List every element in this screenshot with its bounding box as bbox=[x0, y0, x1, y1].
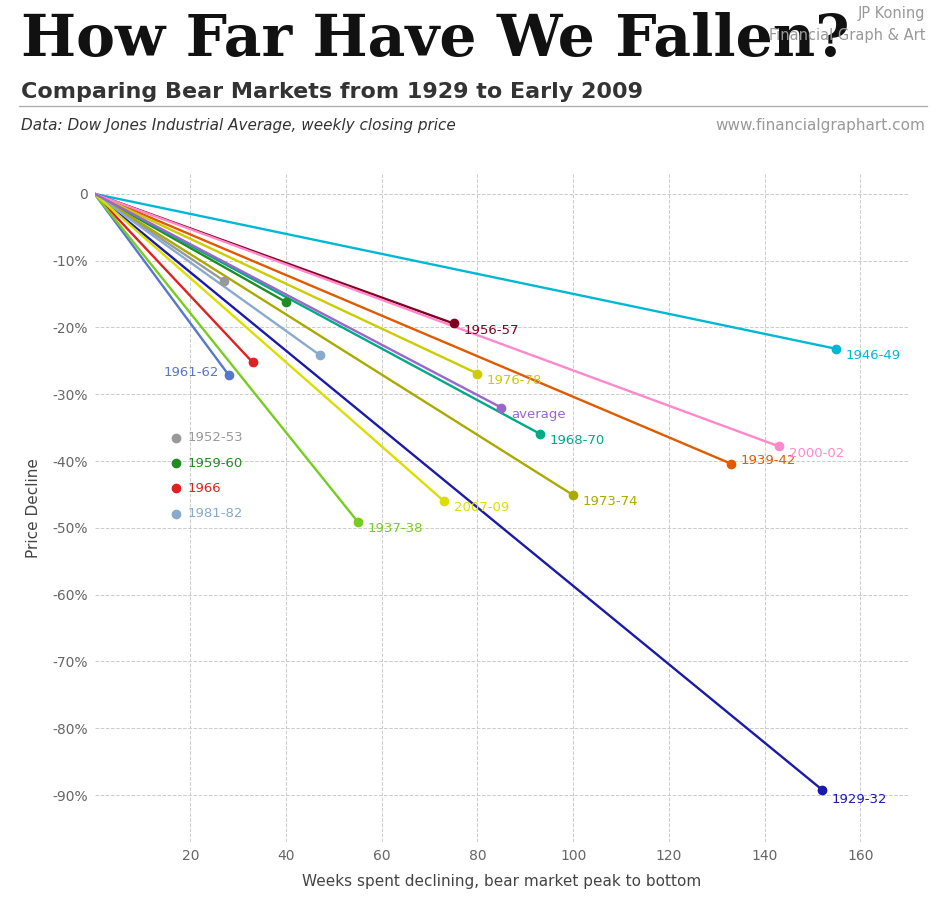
Text: 2000-02: 2000-02 bbox=[789, 447, 844, 459]
Text: 1961-62: 1961-62 bbox=[164, 366, 219, 380]
Text: How Far Have We Fallen?: How Far Have We Fallen? bbox=[21, 12, 850, 68]
X-axis label: Weeks spent declining, bear market peak to bottom: Weeks spent declining, bear market peak … bbox=[302, 874, 701, 888]
Text: 1981-82: 1981-82 bbox=[188, 507, 243, 521]
Text: Comparing Bear Markets from 1929 to Early 2009: Comparing Bear Markets from 1929 to Earl… bbox=[21, 81, 643, 102]
Text: 1976-78: 1976-78 bbox=[487, 373, 542, 387]
Text: Data: Dow Jones Industrial Average, weekly closing price: Data: Dow Jones Industrial Average, week… bbox=[21, 118, 456, 133]
Text: www.financialgraphart.com: www.financialgraphart.com bbox=[715, 118, 925, 133]
Text: 1968-70: 1968-70 bbox=[550, 434, 604, 447]
Text: 1946-49: 1946-49 bbox=[846, 349, 902, 362]
Text: 1956-57: 1956-57 bbox=[464, 324, 518, 337]
Text: 1937-38: 1937-38 bbox=[367, 522, 423, 535]
Text: average: average bbox=[511, 408, 566, 421]
Text: 1939-42: 1939-42 bbox=[741, 454, 796, 467]
Y-axis label: Price Decline: Price Decline bbox=[26, 458, 41, 558]
Text: 1973-74: 1973-74 bbox=[583, 495, 639, 509]
Text: 1959-60: 1959-60 bbox=[188, 457, 243, 469]
Text: 1952-53: 1952-53 bbox=[188, 431, 243, 444]
Text: JP Koning
Financial Graph & Art: JP Koning Financial Graph & Art bbox=[769, 6, 925, 43]
Text: 1929-32: 1929-32 bbox=[832, 793, 887, 806]
Text: 2007-09: 2007-09 bbox=[453, 501, 509, 514]
Text: 1966: 1966 bbox=[188, 482, 221, 495]
